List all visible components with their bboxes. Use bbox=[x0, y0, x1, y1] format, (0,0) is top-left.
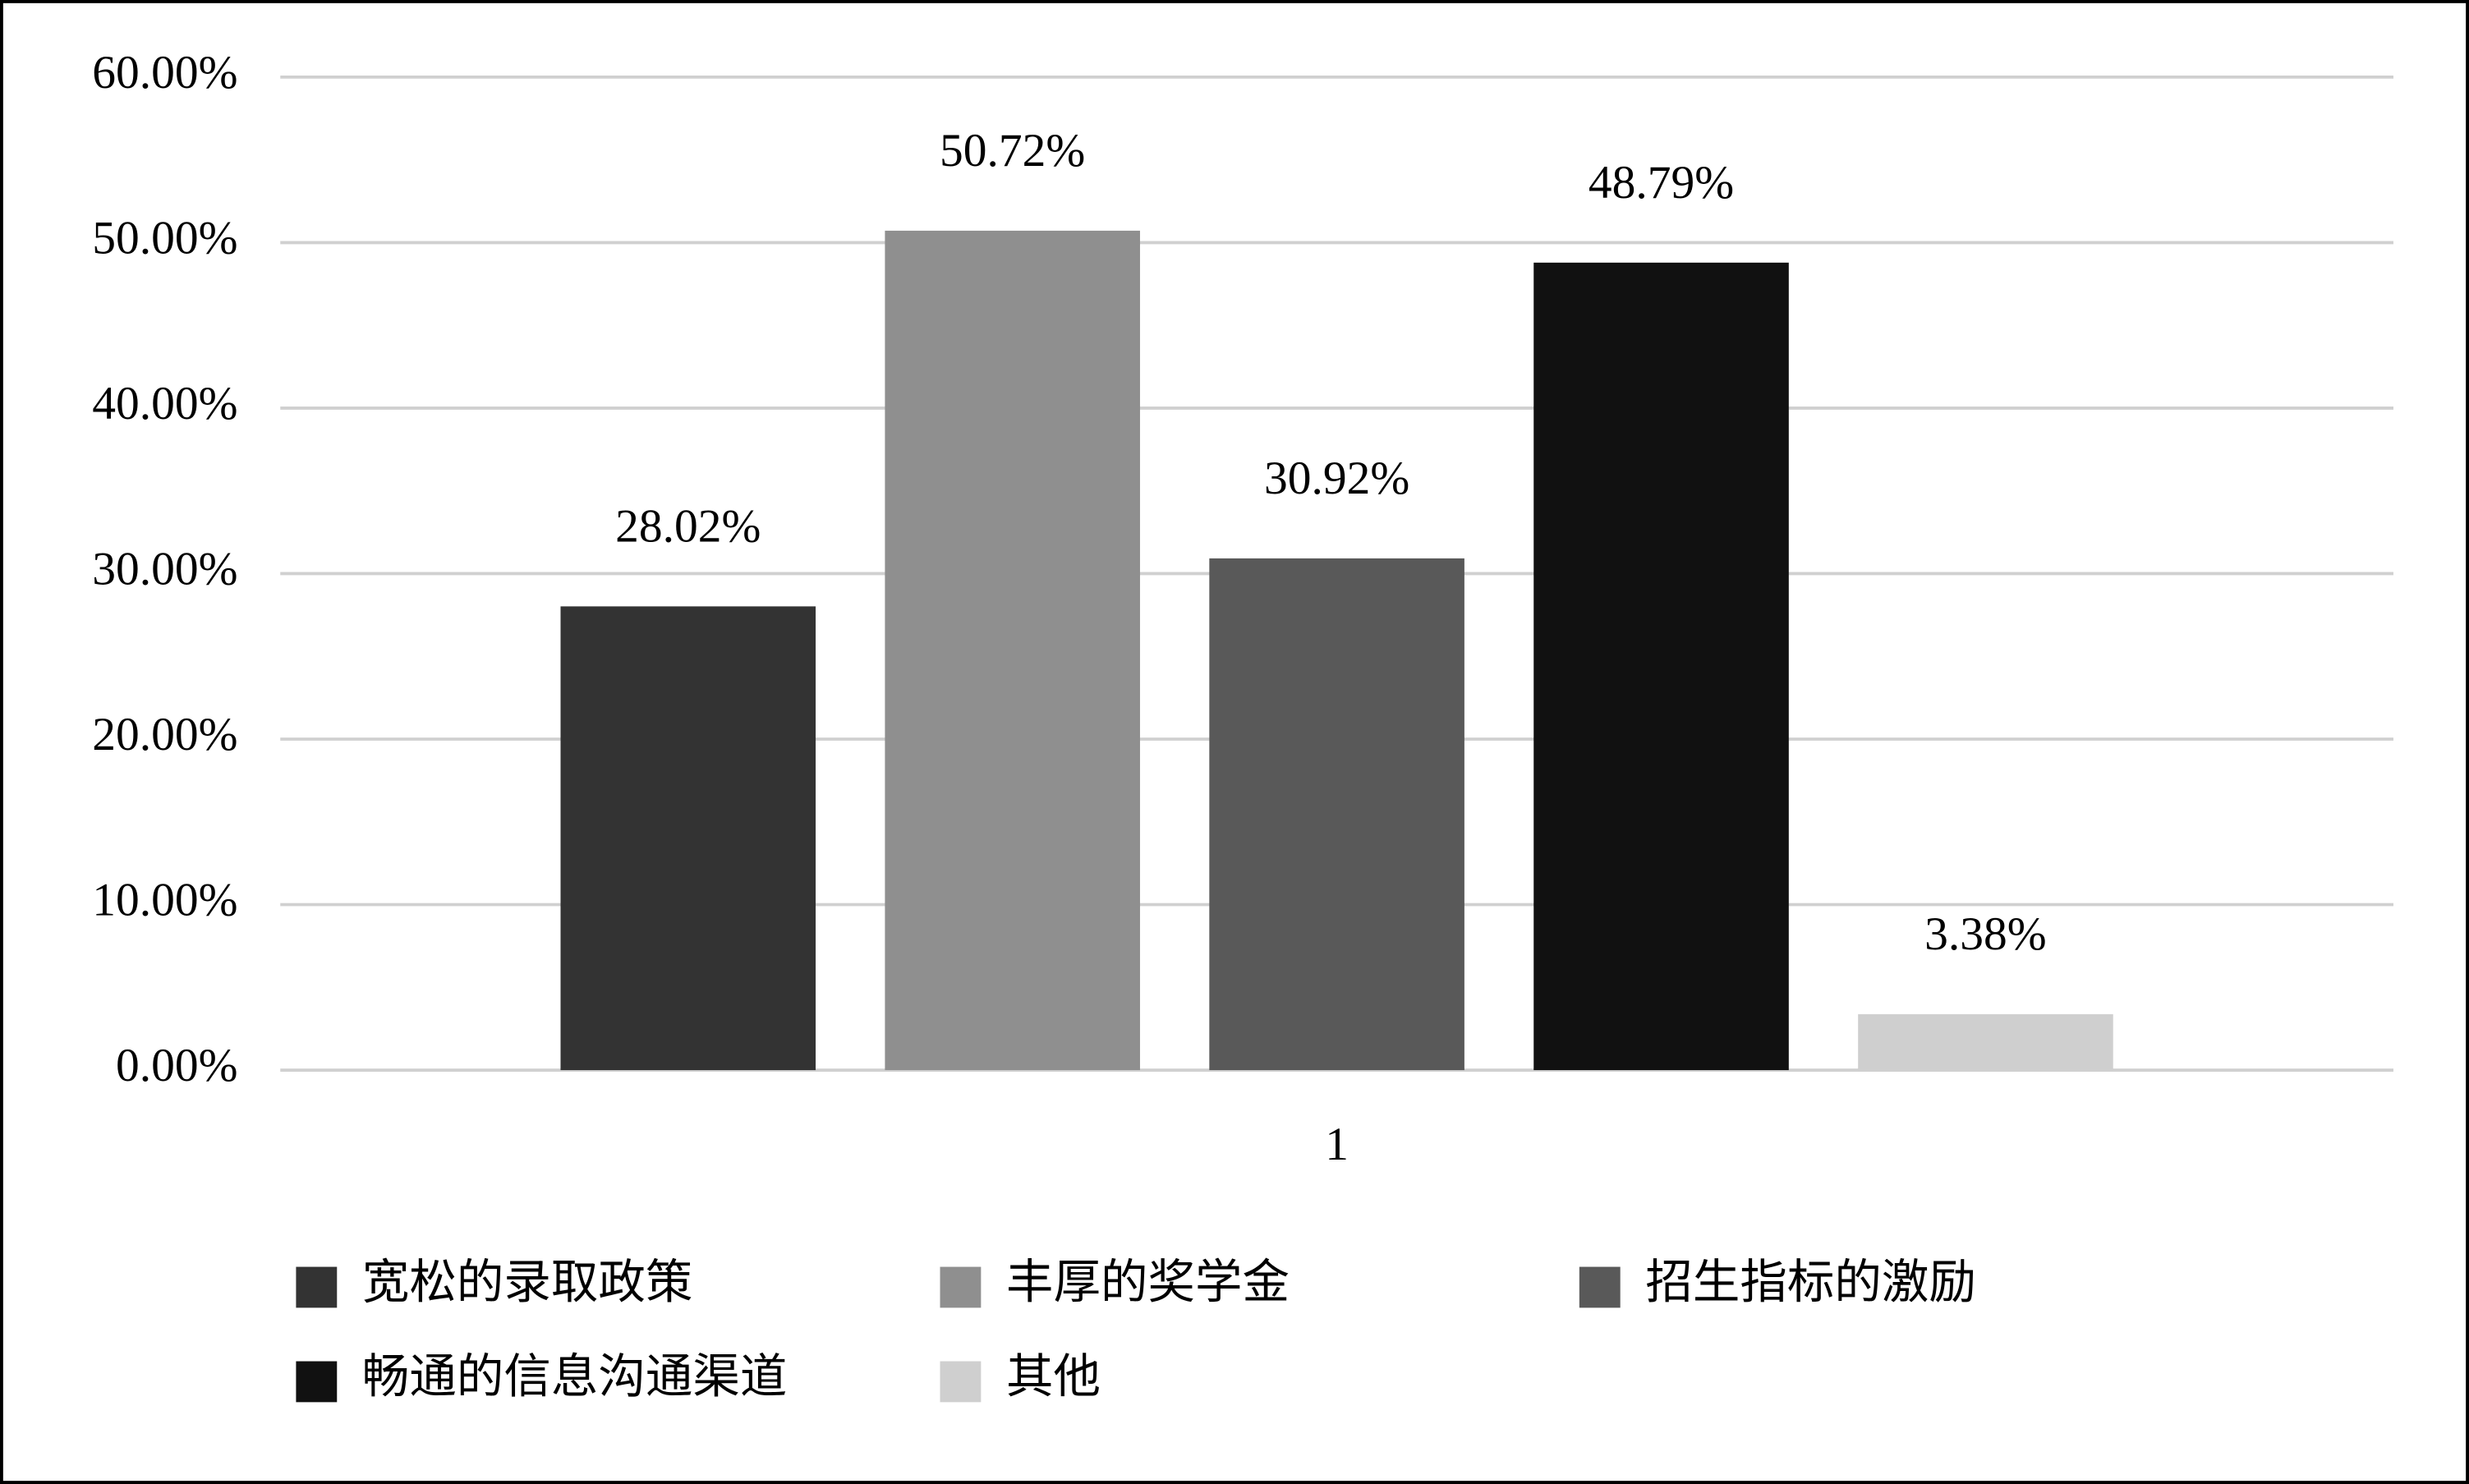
legend-label: 其他 bbox=[1006, 1352, 1101, 1404]
legend-label: 宽松的录取政策 bbox=[362, 1257, 692, 1309]
y-tick-label: 60.00% bbox=[92, 47, 237, 99]
data-label: 48.79% bbox=[1589, 157, 1734, 209]
data-label: 30.92% bbox=[1264, 453, 1409, 504]
data-label: 50.72% bbox=[940, 125, 1085, 177]
data-label: 3.38% bbox=[1924, 908, 2047, 960]
bar bbox=[885, 230, 1140, 1071]
data-label: 28.02% bbox=[615, 501, 761, 553]
bar bbox=[1209, 558, 1464, 1071]
x-tick-label: 1 bbox=[1325, 1119, 1349, 1170]
y-tick-label: 40.00% bbox=[92, 378, 237, 430]
legend-swatch bbox=[296, 1361, 338, 1403]
y-tick-label: 0.00% bbox=[116, 1040, 238, 1091]
y-tick-label: 20.00% bbox=[92, 709, 237, 760]
y-tick-label: 50.00% bbox=[92, 213, 237, 264]
bar bbox=[1858, 1013, 2113, 1071]
legend-label: 招生指标的激励 bbox=[1645, 1257, 1975, 1309]
bar bbox=[560, 606, 816, 1071]
legend-label: 丰厚的奖学金 bbox=[1006, 1257, 1290, 1309]
y-tick-label: 10.00% bbox=[92, 875, 237, 926]
legend-swatch bbox=[940, 1266, 982, 1308]
y-tick-label: 30.00% bbox=[92, 544, 237, 595]
legend-swatch bbox=[296, 1266, 338, 1308]
legend-swatch bbox=[1579, 1266, 1621, 1308]
legend-swatch bbox=[940, 1361, 982, 1403]
legend-label: 畅通的信息沟通渠道 bbox=[362, 1352, 787, 1404]
bar bbox=[1533, 262, 1789, 1071]
